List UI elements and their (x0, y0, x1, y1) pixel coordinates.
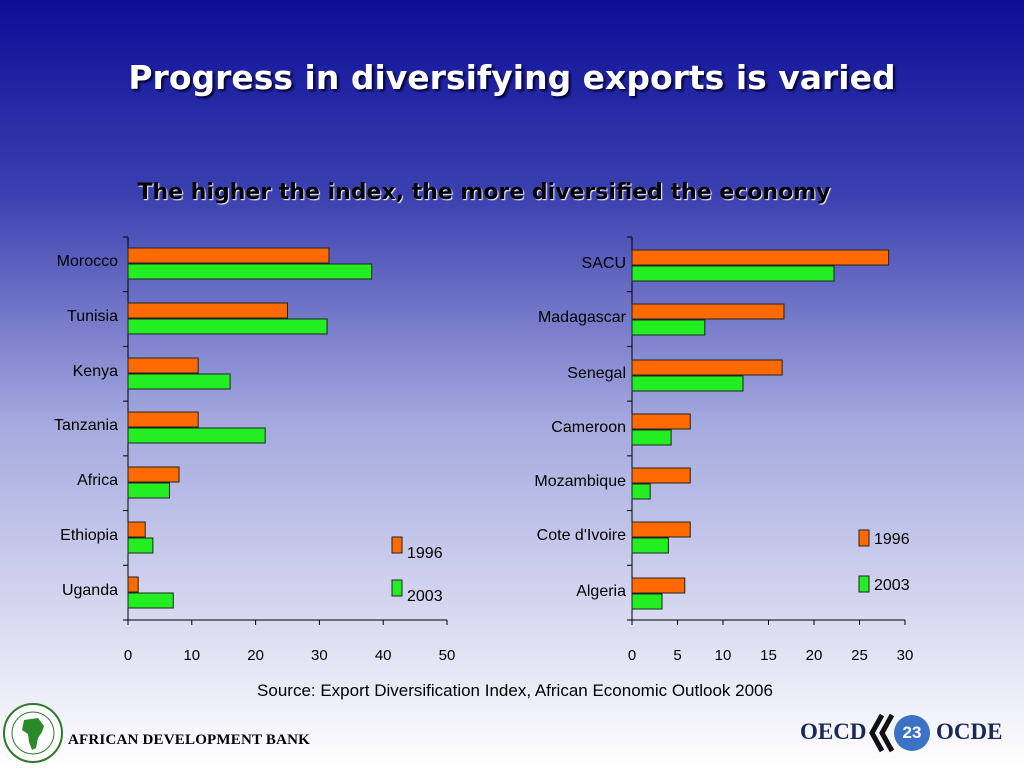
bar-1996-senegal (631, 359, 783, 376)
legend-label-1996: 1996 (874, 531, 910, 548)
bar-1996-morocco (127, 247, 330, 264)
bar-2003-cote-d-ivoire (631, 537, 669, 554)
category-label: Madagascar (538, 309, 627, 326)
bar-1996-tanzania (127, 411, 199, 428)
bar-2003-ethiopia (127, 537, 154, 554)
footer-bank-name: AFRICAN DEVELOPMENT BANK (68, 732, 311, 748)
legend-swatch-1996 (858, 529, 870, 547)
legend-label-2003: 2003 (874, 577, 910, 594)
ocde-logo-text: OCDE (936, 719, 1003, 744)
bar-1996-sacu (631, 249, 890, 266)
bar-1996-madagascar (631, 303, 785, 320)
bar-1996-africa (127, 466, 180, 483)
category-label: Kenya (73, 363, 118, 380)
source-note: Source: Export Diversification Index, Af… (257, 681, 773, 700)
x-tick-label: 15 (760, 647, 777, 664)
legend-label-1996: 1996 (407, 545, 443, 562)
bar-2003-africa (127, 482, 170, 499)
x-tick-label: 10 (183, 647, 200, 664)
bar-2003-kenya (127, 373, 231, 390)
x-tick-label: 0 (628, 647, 636, 664)
x-tick-label: 5 (673, 647, 681, 664)
x-tick-label: 0 (124, 647, 132, 664)
bar-1996-kenya (127, 357, 199, 374)
bar-2003-madagascar (631, 319, 706, 336)
oecd-mark-icon (869, 713, 894, 753)
bar-2003-morocco (127, 263, 373, 280)
oecd-logo-text: OECD (800, 719, 867, 744)
afdb-logo-icon (3, 703, 63, 763)
category-label: Mozambique (534, 473, 626, 490)
category-label: Morocco (57, 253, 118, 270)
x-tick-label: 30 (897, 647, 914, 664)
x-tick-label: 10 (715, 647, 732, 664)
bar-2003-cameroon (631, 429, 672, 446)
category-label: Tunisia (67, 308, 118, 325)
category-label: Cote d'Ivoire (537, 527, 626, 544)
bar-1996-cameroon (631, 413, 691, 430)
x-tick-label: 20 (247, 647, 264, 664)
category-label: Africa (77, 472, 118, 489)
bar-1996-ethiopia (127, 521, 146, 538)
legend-swatch-2003 (391, 579, 403, 597)
x-tick-label: 30 (311, 647, 328, 664)
legend-swatch-1996 (391, 536, 403, 554)
bar-2003-tunisia (127, 318, 328, 335)
page-number-badge: 23 (894, 715, 930, 751)
x-tick-label: 25 (851, 647, 868, 664)
bar-1996-algeria (631, 577, 686, 594)
slide-title: Progress in diversifying exports is vari… (128, 58, 896, 97)
category-label: Ethiopia (60, 527, 118, 544)
bar-1996-cote-d-ivoire (631, 521, 691, 538)
category-label: SACU (582, 255, 626, 272)
legend-label-2003: 2003 (407, 588, 443, 605)
bar-2003-senegal (631, 375, 744, 392)
category-label: Tanzania (54, 417, 118, 434)
x-tick-label: 40 (375, 647, 392, 664)
bar-2003-uganda (127, 592, 174, 609)
legend-swatch-2003 (858, 575, 870, 593)
bar-2003-tanzania (127, 427, 266, 444)
category-label: Uganda (62, 582, 118, 599)
category-label: Senegal (567, 365, 626, 382)
bar-2003-algeria (631, 593, 663, 610)
charts-canvas: 0 10 20 30 40 50MoroccoTunisiaKenyaTanzaniaAf… (54, 236, 914, 664)
bar-2003-mozambique (631, 483, 651, 500)
bar-1996-mozambique (631, 467, 691, 484)
category-label: Algeria (576, 583, 626, 600)
slide-subtitle: The higher the index, the more diversifi… (137, 180, 831, 205)
x-tick-label: 20 (806, 647, 823, 664)
x-tick-label: 50 (439, 647, 456, 664)
bar-1996-uganda (127, 576, 139, 593)
bar-1996-tunisia (127, 302, 288, 319)
category-label: Cameroon (551, 419, 626, 436)
bar-2003-sacu (631, 265, 835, 282)
